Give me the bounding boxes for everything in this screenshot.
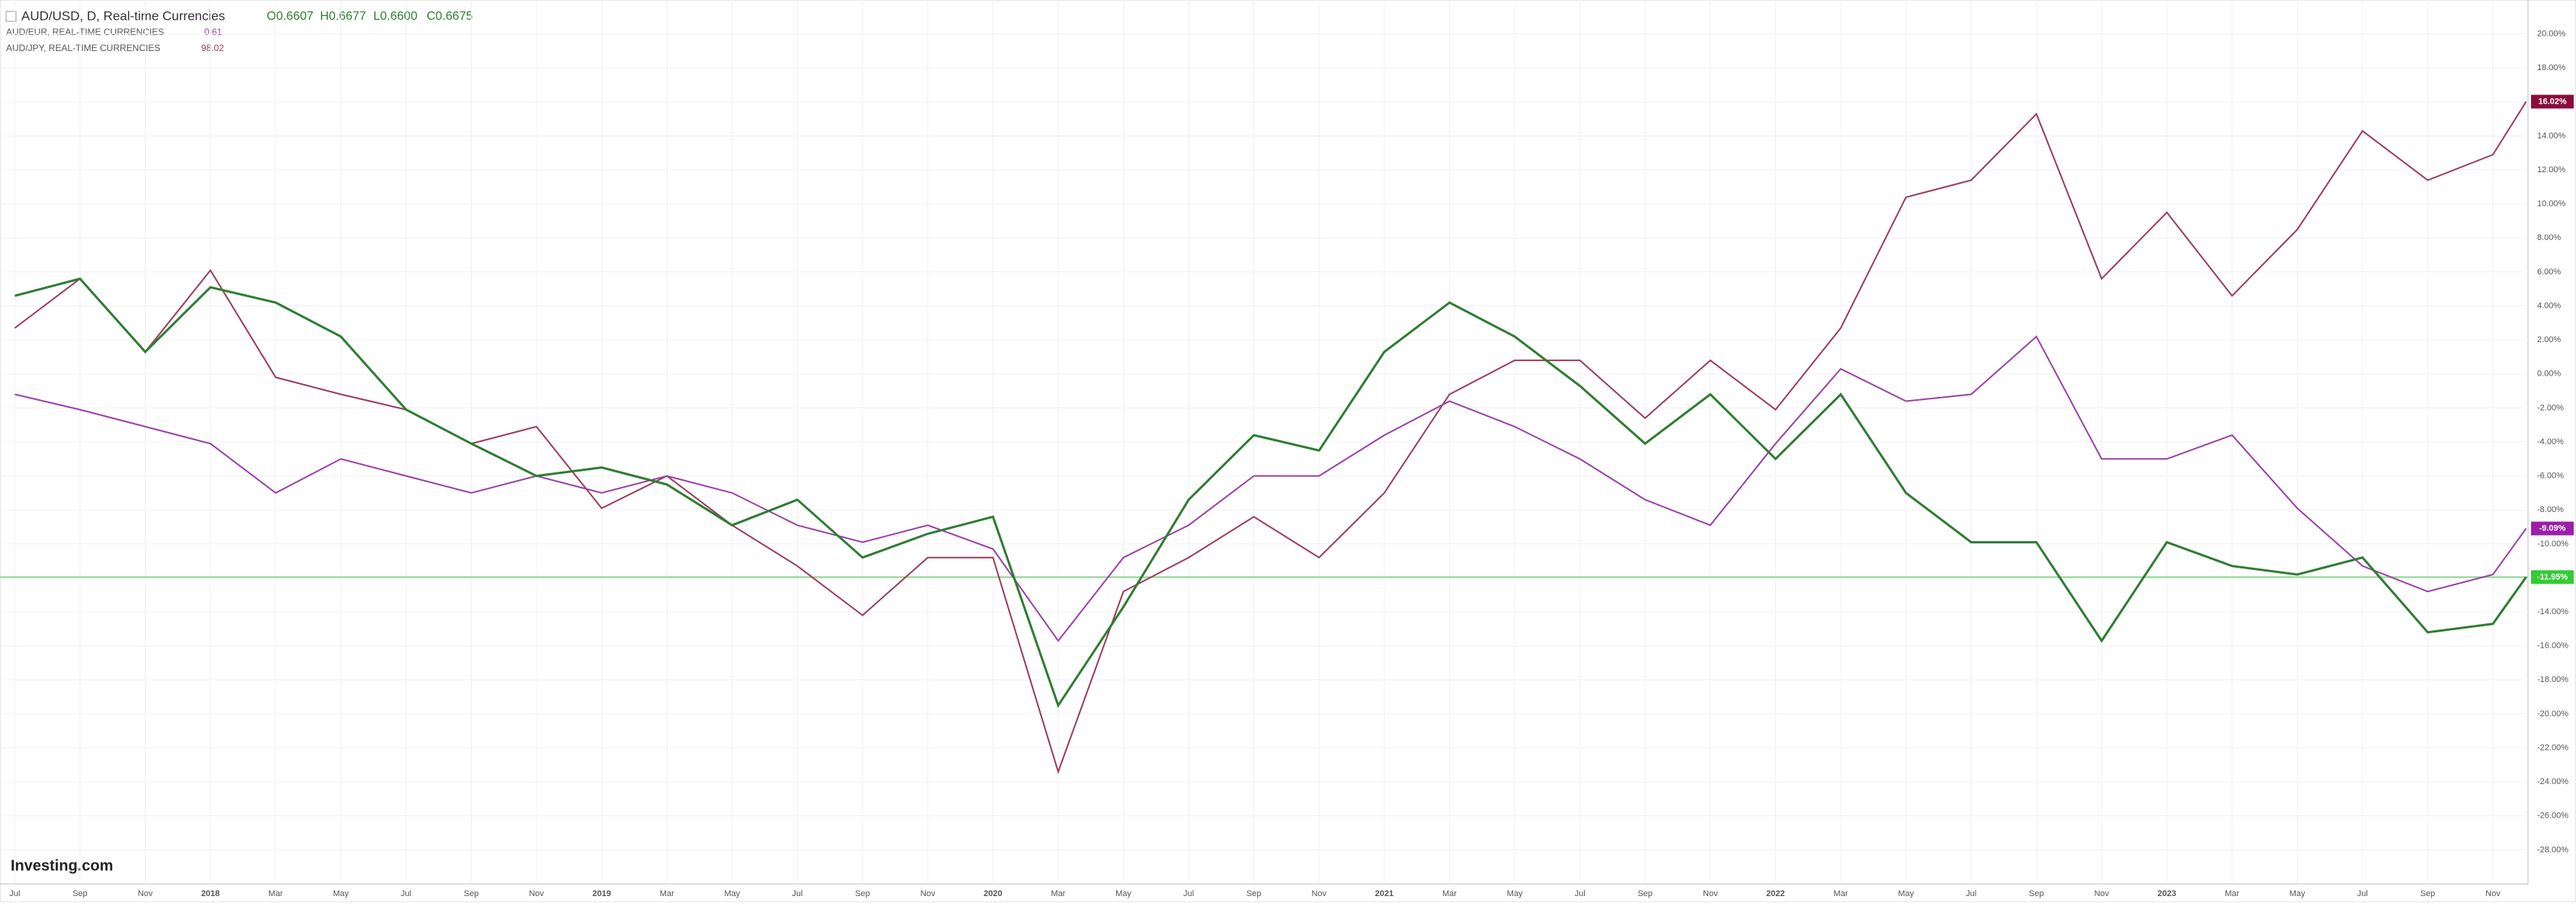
last-value-label: -9.09% — [2539, 523, 2566, 533]
logo: Investing.com — [11, 857, 113, 874]
y-tick-label: -28.00% — [2537, 845, 2568, 854]
x-tick-label: 2018 — [201, 889, 219, 898]
x-tick-label: Sep — [72, 889, 88, 898]
last-value-badge — [2531, 94, 2574, 109]
y-tick-label: 4.00% — [2537, 301, 2561, 310]
x-tick-label: Sep — [464, 889, 479, 898]
x-tick-label: Nov — [1311, 889, 1326, 898]
y-tick-label: -6.00% — [2537, 472, 2564, 481]
x-tick-label: May — [1507, 889, 1523, 898]
legend-jpy: AUD/JPY, REAL-TIME CURRENCIES — [6, 43, 160, 53]
grid — [0, 0, 2528, 884]
x-tick-label: Nov — [920, 889, 936, 898]
x-tick-label: Jul — [9, 889, 20, 898]
x-tick-label: 2022 — [1766, 889, 1784, 898]
y-tick-label: -24.00% — [2537, 777, 2568, 786]
y-tick-label: 8.00% — [2537, 233, 2561, 242]
y-tick-label: 10.00% — [2537, 200, 2566, 209]
y-tick-label: -22.00% — [2537, 743, 2568, 752]
x-tick-label: Jul — [1183, 889, 1194, 898]
x-tick-label: Jul — [401, 889, 411, 898]
x-tick-label: Nov — [1703, 889, 1718, 898]
x-tick-label: Sep — [2421, 889, 2436, 898]
last-value-label: 16.02% — [2538, 97, 2567, 106]
series-line — [14, 335, 2527, 642]
ohlc-open: O0.6607 — [267, 10, 313, 23]
x-tick-label: Mar — [268, 889, 283, 898]
x-tick-label: May — [1898, 889, 1914, 898]
x-tick-label: Mar — [660, 889, 674, 898]
y-tick-label: -2.00% — [2537, 403, 2564, 412]
ohlc-close: C0.6675 — [427, 10, 473, 23]
x-tick-label: Nov — [2485, 889, 2501, 898]
x-tick-label: Nov — [138, 889, 153, 898]
x-tick-label: Mar — [1051, 889, 1065, 898]
y-tick-label: -8.00% — [2537, 505, 2564, 514]
x-tick-label: 2021 — [1375, 889, 1394, 898]
x-tick-label: Sep — [855, 889, 870, 898]
y-tick-label: 6.00% — [2537, 267, 2561, 277]
x-tick-label: Sep — [2029, 889, 2044, 898]
y-tick-label: -20.00% — [2537, 709, 2568, 719]
x-tick-label: Jul — [1966, 889, 1976, 898]
series-line — [14, 277, 2527, 709]
y-tick-label: -26.00% — [2537, 812, 2568, 821]
x-tick-label: May — [333, 889, 349, 898]
x-tick-label: May — [2290, 889, 2306, 898]
x-tick-label: Sep — [1637, 889, 1653, 898]
y-tick-label: -14.00% — [2537, 607, 2568, 616]
last-value-badge — [2531, 521, 2574, 536]
x-tick-label: Mar — [1834, 889, 1848, 898]
main-series-title: AUD/USD, D, Real-time Currencies — [21, 8, 225, 23]
y-tick-label: 0.00% — [2537, 370, 2561, 379]
x-tick-label: 2023 — [2158, 889, 2176, 898]
x-tick-label: Sep — [1246, 889, 1262, 898]
x-tick-label: Nov — [529, 889, 544, 898]
ohlc-low: L0.6600 — [373, 10, 418, 23]
x-tick-label: Mar — [1442, 889, 1457, 898]
x-tick-label: May — [1115, 889, 1131, 898]
y-tick-label: 2.00% — [2537, 335, 2561, 344]
x-tick-label: Jul — [1575, 889, 1586, 898]
ohlc-high: H0.6677 — [320, 10, 366, 23]
x-tick-label: May — [725, 889, 741, 898]
legend-eur: AUD/EUR, REAL-TIME CURRENCIES — [6, 27, 164, 37]
legend-jpy-price: 98.02 — [201, 43, 224, 53]
y-tick-label: 14.00% — [2537, 131, 2566, 140]
x-tick-label: 2020 — [984, 889, 1002, 898]
y-tick-label: 18.00% — [2537, 63, 2566, 72]
y-tick-label: 20.00% — [2537, 30, 2566, 39]
y-tick-label: -18.00% — [2537, 675, 2568, 684]
last-value-label: -11.95% — [2537, 572, 2568, 581]
y-tick-label: 12.00% — [2537, 165, 2566, 174]
x-tick-label: Mar — [2225, 889, 2239, 898]
y-tick-label: -10.00% — [2537, 539, 2568, 549]
legend-eur-price: 0.61 — [204, 27, 222, 37]
last-value-badge — [2531, 570, 2574, 584]
y-tick-label: -4.00% — [2537, 437, 2564, 447]
x-tick-label: 2019 — [593, 889, 611, 898]
y-tick-label: -16.00% — [2537, 642, 2568, 651]
collapse-icon[interactable] — [5, 11, 17, 22]
x-tick-label: Nov — [2094, 889, 2110, 898]
x-tick-label: Jul — [792, 889, 802, 898]
x-tick-label: Jul — [2357, 889, 2368, 898]
